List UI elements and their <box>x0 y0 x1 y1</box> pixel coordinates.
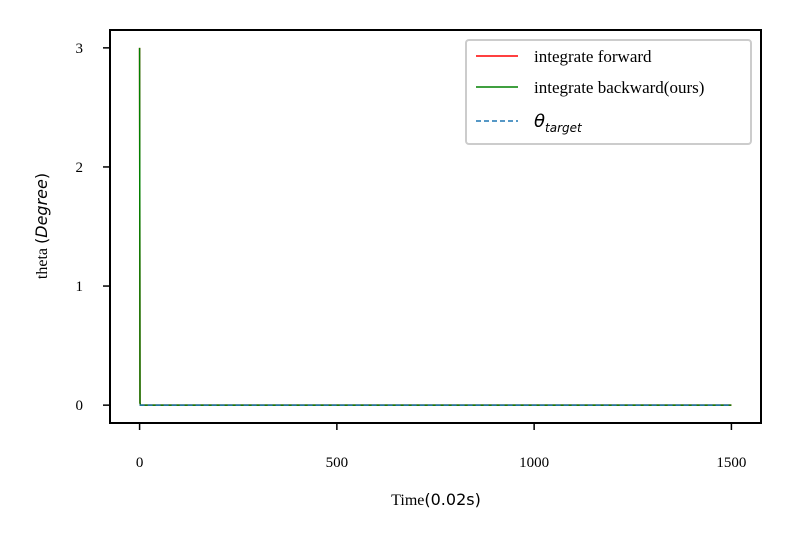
y-axis-label-unit: Degree <box>32 179 51 238</box>
legend-label-theta-target: θtarget <box>534 111 583 135</box>
legend-label-integrate-forward: integrate forward <box>534 47 652 66</box>
y-tick-label: 2 <box>76 160 84 176</box>
x-tick-label: 0 <box>136 455 144 471</box>
series-layer <box>138 47 732 406</box>
x-axis-label-text: Time <box>391 492 424 509</box>
y-tick-label: 3 <box>76 41 84 57</box>
x-axis-label: Time(0.02s) <box>391 490 481 509</box>
y-tick-label: 1 <box>76 279 84 295</box>
legend-label-integrate-backward: integrate backward(ours) <box>534 78 704 97</box>
x-axis-ticks: 0 500 1000 1500 <box>136 423 746 471</box>
legend-box <box>465 39 752 145</box>
y-axis-ticks: 0 1 2 3 <box>76 41 110 414</box>
y-axis-label: theta (Degree) <box>32 173 51 279</box>
x-tick-label: 500 <box>326 455 349 471</box>
x-tick-label: 1500 <box>716 455 746 471</box>
y-tick-label: 0 <box>76 398 84 414</box>
x-axis-label-unit: (0.02s) <box>424 490 480 509</box>
y-axis-label-text: theta <box>34 248 51 279</box>
plot-frame <box>109 29 762 424</box>
legend-theta-symbol: θ <box>534 111 545 132</box>
x-tick-label: 1000 <box>519 455 549 471</box>
y-axis-label-close: ) <box>32 173 51 179</box>
legend: integrate forward integrate backward(our… <box>465 39 752 145</box>
y-axis-label-open: ( <box>32 238 51 244</box>
legend-theta-subscript: target <box>545 121 583 135</box>
